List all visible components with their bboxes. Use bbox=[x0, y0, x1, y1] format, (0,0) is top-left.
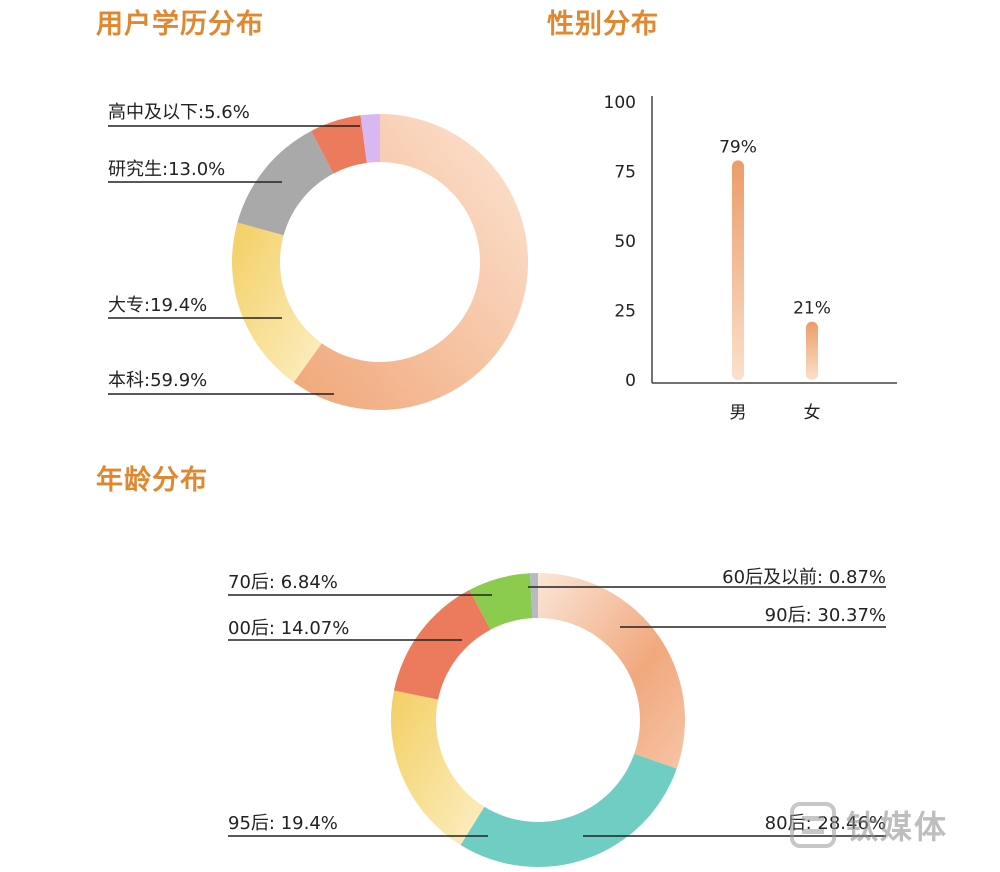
donut-slice-3 bbox=[237, 130, 334, 236]
y-tick-label-1: 25 bbox=[614, 302, 636, 322]
age-95s-label: 95后: 19.4% bbox=[228, 813, 338, 834]
education-donut-chart bbox=[231, 114, 528, 411]
age-60s-label: 60后及以前: 0.87% bbox=[722, 567, 886, 588]
age-donut-chart bbox=[391, 573, 685, 867]
education-labels: 高中及以下:5.6% 研究生:13.0% 大专:19.4% 本科:59.9% bbox=[108, 102, 360, 395]
age-80s-label: 80后: 28.46% bbox=[765, 813, 886, 834]
donut-slice-2 bbox=[231, 222, 322, 383]
bar-value-label-1: 79% bbox=[719, 137, 757, 157]
y-tick-label-2: 50 bbox=[614, 232, 636, 252]
edu-highschool-label: 高中及以下:5.6% bbox=[108, 102, 250, 123]
donut-slice-5 bbox=[360, 114, 380, 163]
age-70s-label: 70后: 6.84% bbox=[228, 572, 338, 593]
y-tick-label-0: 0 bbox=[625, 371, 636, 391]
donut-slice-6 bbox=[529, 573, 538, 619]
donut-slice-4 bbox=[311, 115, 367, 174]
age-90s-label: 90后: 30.37% bbox=[765, 605, 886, 626]
watermark-text: 钛媒体 bbox=[846, 808, 949, 846]
donut-slice-1 bbox=[293, 114, 528, 411]
education-chart-title: 用户学历分布 bbox=[96, 9, 264, 40]
bar-1 bbox=[732, 160, 744, 380]
gender-chart-title: 性别分布 bbox=[547, 9, 659, 40]
edu-college-label: 大专:19.4% bbox=[108, 295, 207, 316]
edu-graduate-label: 研究生:13.0% bbox=[108, 159, 225, 180]
donut-slice-2 bbox=[460, 753, 677, 867]
bar-2 bbox=[806, 321, 818, 380]
age-labels: 70后: 6.84% 00后: 14.07% 95后: 19.4% 60后及以前: 0… bbox=[228, 567, 886, 837]
gender-bar-chart: 0 25 50 75 100 79% 男 21% 女 bbox=[604, 93, 897, 423]
x-category-label-2: 女 bbox=[804, 403, 821, 423]
age-00s-label: 00后: 14.07% bbox=[228, 618, 349, 639]
age-chart-title: 年龄分布 bbox=[96, 465, 208, 496]
donut-slice-1 bbox=[538, 573, 685, 769]
tmt-logo-icon bbox=[790, 802, 836, 848]
donut-slice-4 bbox=[394, 589, 491, 700]
donut-slice-3 bbox=[391, 690, 485, 845]
donut-slice-5 bbox=[469, 573, 533, 630]
bar-value-label-2: 21% bbox=[793, 299, 831, 319]
edu-bachelor-label: 本科:59.9% bbox=[108, 370, 207, 391]
x-category-label-1: 男 bbox=[730, 403, 747, 423]
y-tick-label-3: 75 bbox=[614, 163, 636, 183]
watermark: 钛媒体 bbox=[790, 795, 980, 855]
y-tick-label-4: 100 bbox=[604, 93, 636, 113]
